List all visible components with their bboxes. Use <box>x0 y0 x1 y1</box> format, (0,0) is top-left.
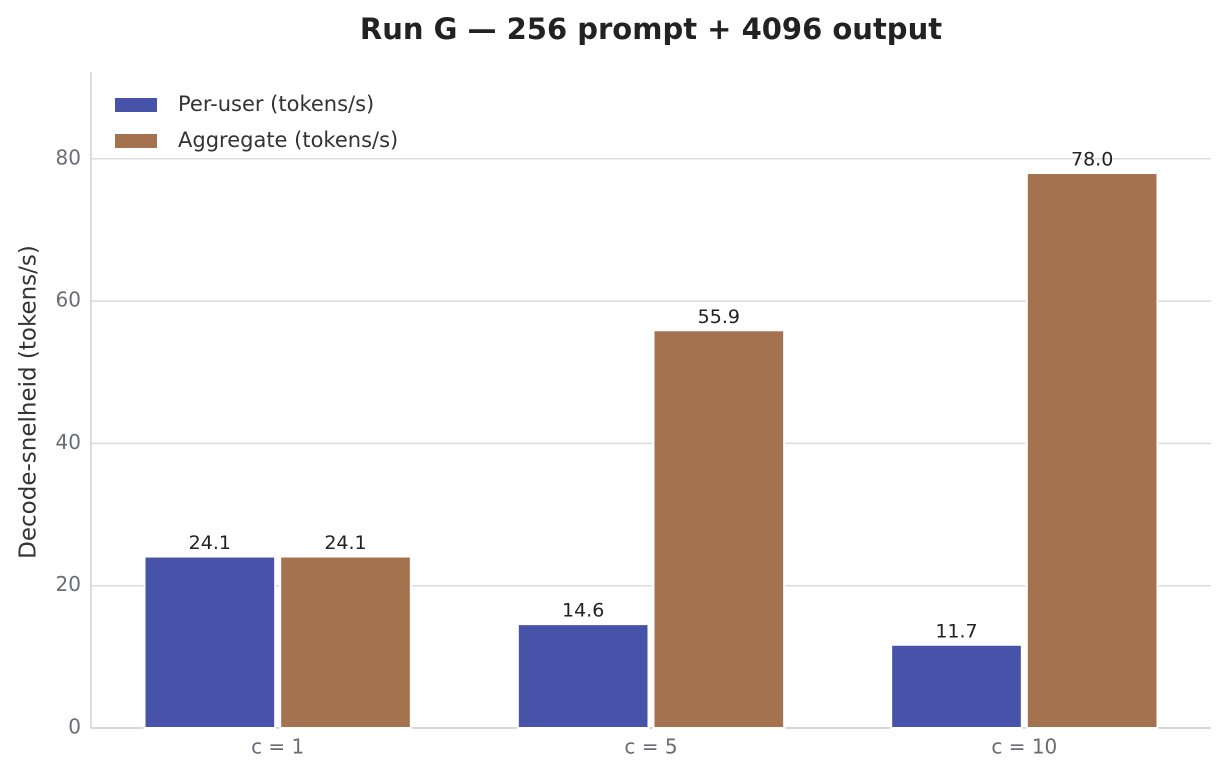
bar <box>1025 172 1159 729</box>
bar <box>143 555 277 730</box>
chart-title: Run G — 256 prompt + 4096 output <box>360 12 942 46</box>
y-tick-label: 20 <box>56 572 81 596</box>
bar <box>279 555 412 730</box>
legend-swatch <box>115 98 157 112</box>
value-label: 55.9 <box>698 306 740 328</box>
value-label: 11.7 <box>935 620 977 642</box>
bar <box>516 623 650 729</box>
value-label: 78.0 <box>1071 149 1113 171</box>
bar <box>890 643 1023 729</box>
legend-swatch <box>115 134 157 148</box>
value-label: 24.1 <box>189 532 231 554</box>
y-tick-label: 60 <box>56 288 81 312</box>
y-axis-label: Decode-snelheid (tokens/s) <box>16 245 42 559</box>
value-label: 14.6 <box>562 600 604 622</box>
y-tick-label: 40 <box>56 430 81 454</box>
x-tick-label: c = 1 <box>251 735 304 759</box>
bar <box>652 329 786 729</box>
y-tick-label: 80 <box>56 145 81 169</box>
x-tick-label: c = 5 <box>624 735 677 759</box>
y-tick-label: 0 <box>68 715 81 739</box>
legend-label: Aggregate (tokens/s) <box>178 128 398 152</box>
legend-label: Per-user (tokens/s) <box>178 92 374 116</box>
value-label: 24.1 <box>324 532 366 554</box>
x-tick-label: c = 10 <box>991 735 1057 759</box>
